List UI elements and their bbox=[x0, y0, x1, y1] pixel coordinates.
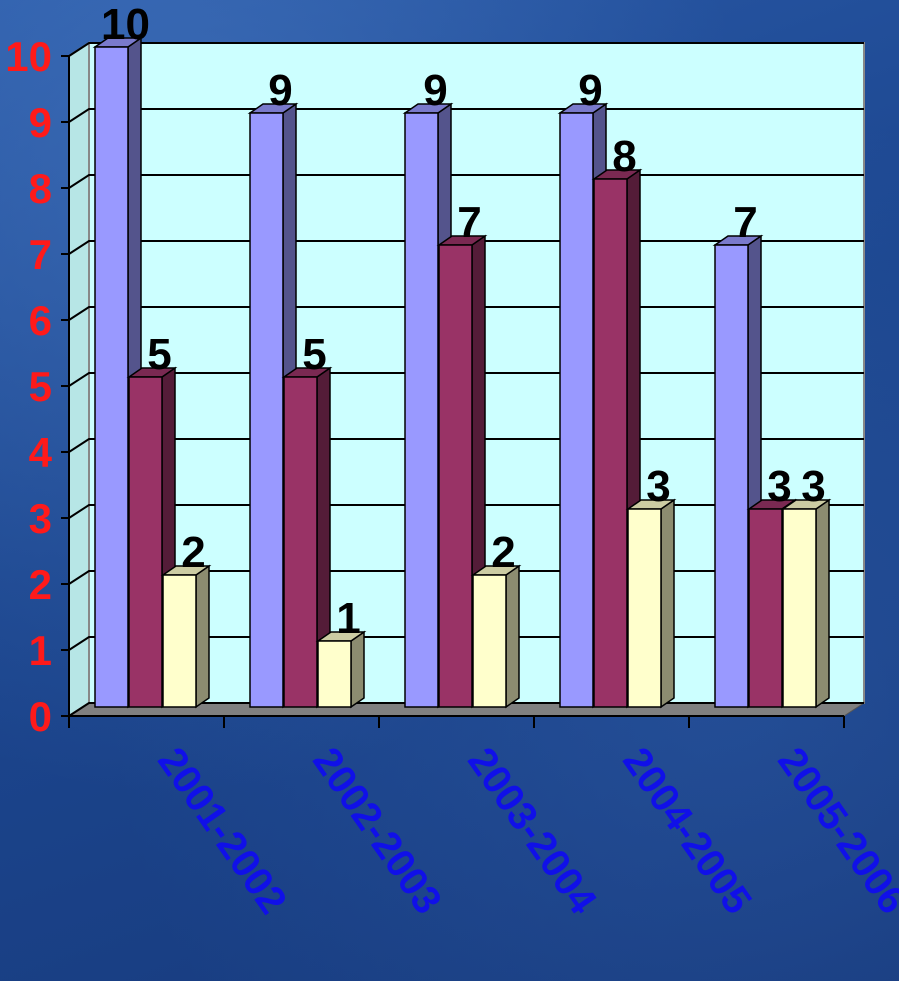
y-tick-label: 10 bbox=[5, 33, 52, 80]
data-label: 5 bbox=[147, 330, 171, 379]
bar-front bbox=[714, 244, 749, 708]
data-label: 9 bbox=[268, 66, 292, 115]
bar-front bbox=[438, 244, 473, 708]
y-tick-label: 9 bbox=[29, 99, 52, 146]
data-label: 8 bbox=[612, 132, 636, 181]
x-category-label: 2003-2004 bbox=[459, 740, 605, 923]
x-category-label: 2005-2006 bbox=[769, 740, 899, 922]
y-tick-label: 2 bbox=[29, 561, 52, 608]
x-category-label: 2001-2002 bbox=[149, 740, 295, 922]
bar-front bbox=[593, 178, 628, 708]
data-label: 3 bbox=[767, 462, 791, 511]
y-tick-label: 0 bbox=[29, 693, 52, 740]
bar bbox=[625, 498, 677, 709]
x-category-label: 2004-2005 bbox=[614, 740, 760, 922]
bar-side bbox=[815, 498, 830, 709]
x-category-label: 2002-2003 bbox=[304, 740, 450, 922]
bar-front bbox=[249, 112, 284, 708]
bar bbox=[315, 630, 367, 709]
bar bbox=[160, 564, 212, 709]
bar bbox=[281, 366, 333, 709]
bar-side bbox=[660, 498, 675, 709]
bar bbox=[470, 564, 522, 709]
bar-side bbox=[195, 564, 210, 709]
data-label: 9 bbox=[578, 66, 602, 115]
bar bbox=[126, 366, 178, 709]
y-tick-label: 7 bbox=[29, 231, 52, 278]
y-tick-label: 1 bbox=[29, 627, 52, 674]
data-label: 3 bbox=[646, 462, 670, 511]
data-label: 2 bbox=[491, 528, 515, 577]
bar-front bbox=[317, 640, 352, 708]
data-label: 3 bbox=[801, 462, 825, 511]
bars bbox=[92, 36, 832, 709]
bar-front bbox=[128, 376, 163, 708]
bar bbox=[780, 498, 832, 709]
bar-front bbox=[162, 574, 197, 708]
data-label: 1 bbox=[336, 594, 360, 643]
data-label: 7 bbox=[733, 198, 757, 247]
bar-front bbox=[472, 574, 507, 708]
bar-front bbox=[404, 112, 439, 708]
bar-front bbox=[283, 376, 318, 708]
y-tick-label: 4 bbox=[29, 429, 53, 476]
bar-side bbox=[350, 630, 365, 709]
bar-front bbox=[627, 508, 662, 708]
y-tick-label: 8 bbox=[29, 165, 52, 212]
y-tick-label: 3 bbox=[29, 495, 52, 542]
data-label: 7 bbox=[457, 198, 481, 247]
bar-front bbox=[782, 508, 817, 708]
data-label: 5 bbox=[302, 330, 326, 379]
bar-front bbox=[559, 112, 594, 708]
y-tick-label: 5 bbox=[29, 363, 52, 410]
data-label: 9 bbox=[423, 66, 447, 115]
y-tick-label: 6 bbox=[29, 297, 52, 344]
bar-front bbox=[748, 508, 783, 708]
data-label: 10 bbox=[101, 0, 150, 49]
gridline bbox=[68, 42, 864, 57]
bar-front bbox=[94, 46, 129, 708]
bar-side bbox=[505, 564, 520, 709]
data-label: 2 bbox=[181, 528, 205, 577]
